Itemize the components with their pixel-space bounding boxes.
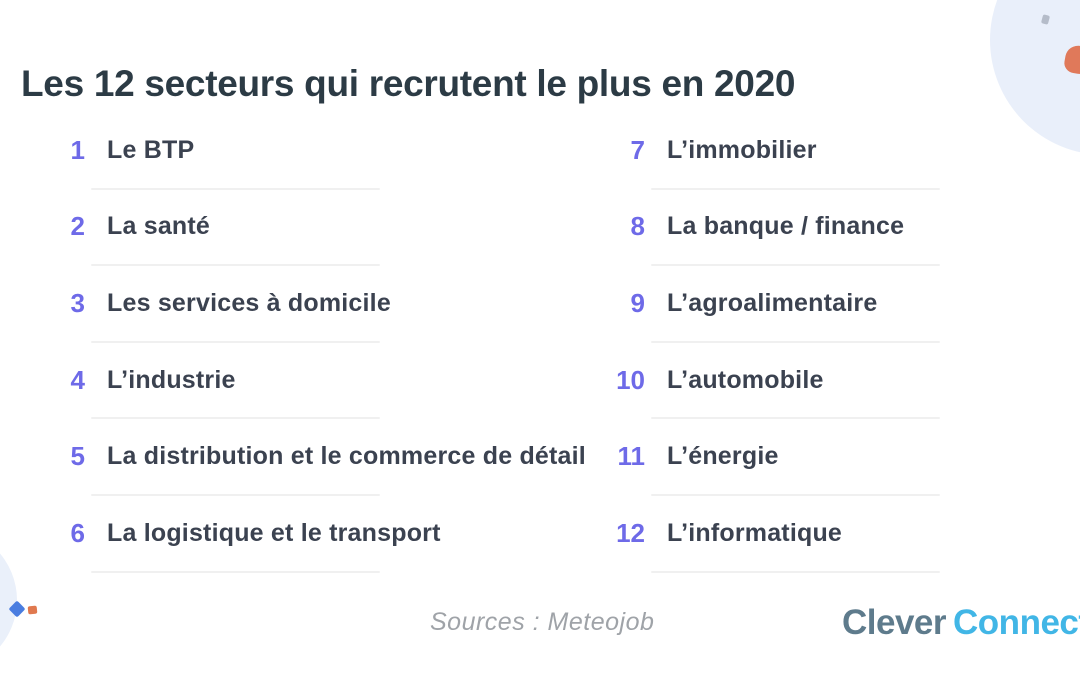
item-number: 6 xyxy=(70,517,85,548)
cleverconnect-logo: Clever Connect xyxy=(842,603,1080,643)
item-label: L’industrie xyxy=(107,365,236,394)
item-number: 1 xyxy=(70,134,85,165)
item-number: 5 xyxy=(70,441,85,472)
item-label: L’automobile xyxy=(667,365,824,394)
divider xyxy=(91,417,380,420)
list-item: 6 La logistique et le transport xyxy=(0,495,556,573)
decor-blob-top-right xyxy=(990,0,1080,155)
item-label: La banque / finance xyxy=(667,212,905,241)
item-label: L’immobilier xyxy=(667,135,817,164)
item-label: La logistique et le transport xyxy=(107,518,441,547)
item-label: L’informatique xyxy=(667,518,843,547)
divider xyxy=(651,264,940,267)
item-number: 7 xyxy=(630,134,645,165)
item-number: 8 xyxy=(630,211,645,242)
divider xyxy=(91,493,380,496)
divider xyxy=(651,417,940,420)
list-item: 8 La banque / finance xyxy=(560,189,980,267)
divider xyxy=(651,340,940,343)
item-label: L’agroalimentaire xyxy=(667,288,878,317)
list-item: 1 Le BTP xyxy=(0,112,556,190)
divider xyxy=(91,264,380,267)
list-item: 5 La distribution et le commerce de déta… xyxy=(0,418,586,496)
item-label: Les services à domicile xyxy=(107,288,391,317)
item-number: 10 xyxy=(616,364,645,395)
item-label: Le BTP xyxy=(107,135,195,164)
logo-text-clever: Clever xyxy=(842,603,947,642)
divider xyxy=(651,570,940,573)
sector-list-right-column: 7 L’immobilier 8 La banque / finance 9 L… xyxy=(560,112,980,573)
list-item: 12 L’informatique xyxy=(560,495,980,573)
item-number: 12 xyxy=(616,517,645,548)
item-label: La santé xyxy=(107,212,211,241)
item-number: 9 xyxy=(630,287,645,318)
list-item: 4 L’industrie xyxy=(0,342,556,420)
list-item: 9 L’agroalimentaire xyxy=(560,265,980,343)
sources-caption: Sources : Meteojob xyxy=(430,608,655,636)
item-number: 2 xyxy=(70,211,85,242)
item-label: La distribution et le commerce de détail xyxy=(107,442,586,471)
divider xyxy=(91,340,380,343)
item-number: 3 xyxy=(70,287,85,318)
list-item: 11 L’énergie xyxy=(560,418,980,496)
divider xyxy=(91,187,380,190)
page-title: Les 12 secteurs qui recrutent le plus en… xyxy=(21,62,796,104)
item-label: L’énergie xyxy=(667,442,779,471)
list-item: 3 Les services à domicile xyxy=(0,265,556,343)
list-item: 2 La santé xyxy=(0,189,556,267)
divider xyxy=(651,493,940,496)
list-item: 10 L’automobile xyxy=(560,342,980,420)
divider xyxy=(91,570,380,573)
sector-list-left-column: 1 Le BTP 2 La santé 3 Les services à dom… xyxy=(0,112,586,573)
decor-orange-square xyxy=(27,605,38,615)
item-number: 4 xyxy=(70,364,85,395)
list-item: 7 L’immobilier xyxy=(560,112,980,190)
divider xyxy=(651,187,940,190)
item-number: 11 xyxy=(617,441,646,472)
logo-text-connect: Connect xyxy=(953,603,1080,642)
